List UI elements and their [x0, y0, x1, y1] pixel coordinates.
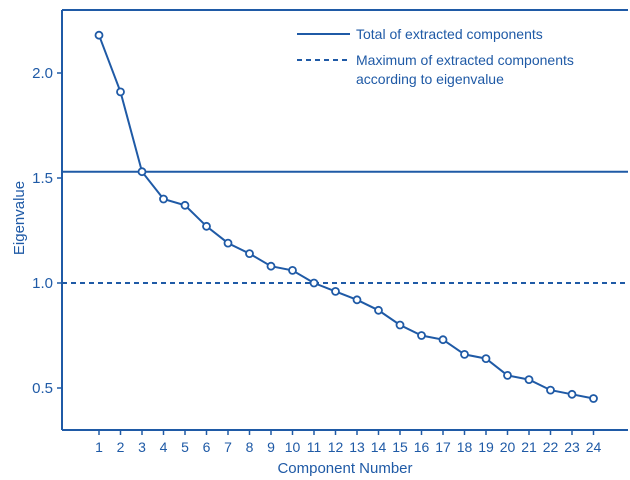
data-point-23 [567, 389, 577, 399]
series [94, 30, 598, 403]
legend-label-1-1: Total of extracted components [356, 26, 543, 42]
data-point-3 [137, 167, 147, 177]
data-point-22 [546, 385, 555, 395]
data-point-13 [352, 295, 362, 305]
x-tick-label-11: 12 [328, 439, 344, 455]
data-point-9 [266, 261, 276, 271]
x-tick-label-22: 23 [564, 439, 580, 455]
data-point-4 [159, 194, 168, 204]
x-tick-label-7: 8 [246, 439, 254, 455]
x-tick-label-6: 7 [224, 439, 232, 455]
data-point-5 [180, 200, 190, 210]
data-point-20 [503, 370, 512, 380]
data-point-2 [116, 87, 125, 97]
x-tick-label-12: 13 [349, 439, 365, 455]
axes: 0.51.01.52.01 2 3 4 5 6 7 8 9 10 11 12 13 14 15 16 17 18 1… [32, 9, 628, 455]
data-point-8 [245, 249, 254, 259]
x-tick-label-2: 3 [138, 439, 146, 455]
x-tick-label-9: 10 [285, 439, 301, 455]
y-tick-label-1: 1.0 [32, 275, 53, 292]
x-tick-label-15: 16 [414, 439, 430, 455]
x-tick-label-18: 19 [478, 439, 494, 455]
data-point-15 [395, 320, 405, 330]
x-tick-label-1: 2 [117, 439, 125, 455]
x-tick-label-14: 15 [392, 439, 408, 455]
data-point-18 [460, 349, 469, 359]
data-point-24 [589, 394, 598, 403]
x-tick-label-20: 21 [521, 439, 537, 455]
y-tick-label-2: 1.5 [32, 170, 53, 187]
data-point-17 [438, 335, 448, 345]
data-point-10 [288, 265, 297, 275]
y-tick-label-3: 2.0 [32, 65, 53, 82]
x-axis-title: Component Number [277, 460, 412, 477]
y-axis-title: Eigenvalue [11, 181, 28, 255]
x-tick-label-17: 18 [457, 439, 473, 455]
legend-label-2-1: Maximum of extracted components [356, 52, 574, 68]
series-line [98, 34, 594, 400]
data-point-14 [374, 305, 383, 315]
x-tick-label-4: 5 [181, 439, 189, 455]
x-tick-label-13: 14 [371, 439, 387, 455]
data-point-16 [417, 331, 426, 340]
legend-label-2-2: according to eigenvalue [356, 71, 504, 87]
x-tick-label-19: 20 [500, 439, 516, 455]
data-point-11 [309, 278, 319, 288]
data-point-21 [524, 375, 534, 385]
x-tick-label-10: 11 [307, 439, 322, 455]
x-tick-label-23: 24 [586, 439, 602, 455]
x-tick-label-3: 4 [160, 439, 168, 455]
x-tick-label-0: 1 [95, 439, 103, 455]
data-point-6 [202, 221, 211, 231]
x-tick-label-5: 6 [203, 439, 211, 455]
data-point-12 [331, 286, 340, 296]
data-point-19 [481, 354, 491, 364]
x-tick-label-8: 9 [267, 439, 275, 455]
reference-lines [62, 170, 628, 284]
data-point-7 [223, 238, 233, 248]
data-point-1 [94, 30, 104, 40]
x-tick-label-21: 22 [543, 439, 559, 455]
y-tick-label-0: 0.5 [32, 380, 53, 397]
x-tick-label-16: 17 [435, 439, 451, 455]
legend: Total of extracted components Maximum of … [297, 26, 574, 87]
